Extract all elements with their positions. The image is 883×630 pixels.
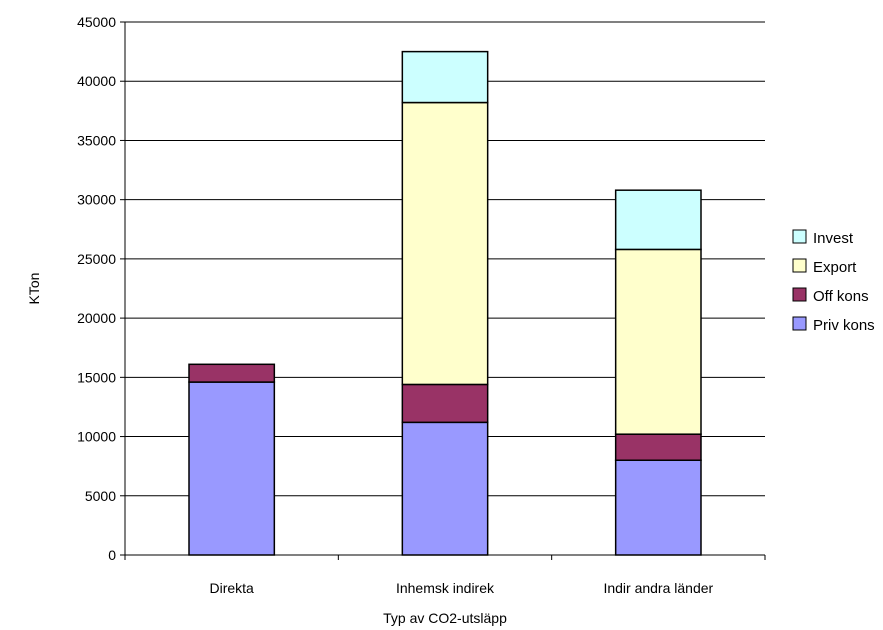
y-tick-label: 10000 (77, 429, 116, 445)
x-tick-label: Direkta (209, 580, 254, 596)
bar-segment-export (614, 248, 702, 435)
bar-segment-priv-kons (401, 421, 489, 556)
y-tick-label: 45000 (77, 14, 116, 30)
bar-segment-invest (614, 189, 702, 251)
y-tick-label: 0 (108, 547, 116, 563)
y-tick-label: 35000 (77, 132, 116, 148)
x-tick-labels: Direkta Inhemsk indirek Indir andra länder (209, 580, 713, 596)
y-axis-title: KTon (26, 273, 42, 305)
bar-segment-export (401, 101, 489, 386)
legend-label: Priv kons (813, 317, 875, 334)
legend-swatch (792, 229, 807, 244)
bar-segment-priv-kons (188, 381, 276, 556)
bar-segment-priv-kons (614, 459, 702, 556)
y-tick-label: 20000 (77, 310, 116, 326)
legend-swatch (792, 258, 807, 273)
legend-swatch (792, 287, 807, 302)
bar-segment-off-kons (614, 433, 702, 461)
legend-label: Off kons (813, 288, 869, 305)
axes (120, 21, 766, 560)
bar-segment-invest (401, 50, 489, 104)
y-tick-label: 40000 (77, 73, 116, 89)
y-tick-label: 5000 (85, 488, 116, 504)
legend-swatch (792, 316, 807, 331)
bars (188, 50, 702, 556)
y-tick-labels: 0 5000 10000 15000 20000 25000 30000 35000 40000… (77, 14, 116, 563)
legend: Invest Export Off kons Priv kons (792, 229, 875, 334)
y-tick-label: 15000 (77, 369, 116, 385)
x-tick-label: Inhemsk indirek (396, 580, 495, 596)
legend-label: Invest (813, 230, 854, 247)
y-tick-label: 25000 (77, 251, 116, 267)
x-tick-label: Indir andra länder (603, 580, 713, 596)
bar-segment-off-kons (188, 363, 276, 383)
x-axis-title: Typ av CO2-utsläpp (383, 610, 507, 626)
y-tick-label: 30000 (77, 192, 116, 208)
bar-segment-off-kons (401, 383, 489, 424)
legend-label: Export (813, 259, 857, 276)
